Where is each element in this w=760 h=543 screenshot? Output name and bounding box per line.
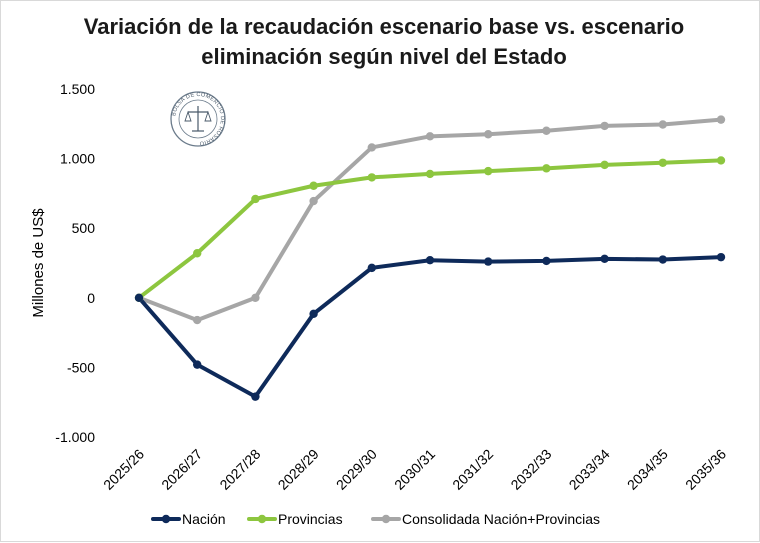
- data-point: [600, 254, 609, 264]
- data-point: [484, 257, 493, 266]
- x-tick-label: 2029/30: [333, 446, 380, 493]
- x-tick-label: 2034/35: [624, 446, 671, 493]
- x-tick-label: 2028/29: [275, 446, 322, 493]
- chart-title-line-1: Variación de la recaudación escenario ba…: [84, 14, 684, 39]
- data-point: [193, 315, 202, 325]
- legend-swatch-marker: [257, 514, 267, 524]
- series-points: [134, 115, 726, 401]
- data-point: [193, 360, 202, 369]
- legend: Nación Provincias Consolidada Nación+Provi…: [151, 511, 600, 527]
- data-point: [251, 194, 260, 204]
- y-axis-label: Millones de US$: [30, 208, 47, 318]
- data-point: [658, 158, 667, 167]
- data-point: [425, 256, 435, 265]
- series-line-2: [137, 117, 723, 323]
- y-tick-label: 0: [87, 290, 95, 306]
- y-tick-label: -500: [67, 359, 95, 375]
- data-point: [716, 156, 726, 165]
- data-point: [425, 169, 435, 179]
- data-point: [542, 164, 551, 173]
- legend-label: Provincias: [278, 511, 343, 527]
- x-tick-label: 2030/31: [391, 446, 438, 493]
- y-tick-label: 1.500: [60, 81, 95, 97]
- data-point: [251, 293, 260, 302]
- data-point: [658, 255, 667, 264]
- x-tick-label: 2025/26: [100, 446, 147, 493]
- y-tick-label: 500: [72, 220, 96, 236]
- data-point: [367, 263, 376, 273]
- data-point: [309, 181, 318, 190]
- seal-logo-icon: BOLSA DE COMERCIO DE ROSARIO: [170, 91, 226, 147]
- x-tick-label: 2031/32: [449, 446, 496, 493]
- y-tick-label: 1.000: [60, 151, 95, 167]
- y-tick-label: -1.000: [55, 429, 95, 445]
- x-tick-label: 2027/28: [216, 446, 263, 493]
- data-point: [134, 293, 144, 302]
- data-point: [425, 132, 435, 141]
- series-line-0: [137, 255, 723, 399]
- data-point: [542, 256, 551, 266]
- x-tick-label: 2035/36: [682, 446, 729, 493]
- data-point: [542, 126, 551, 135]
- chart-title-line-2: eliminación según nivel del Estado: [201, 44, 567, 69]
- x-tick-label: 2026/27: [158, 446, 205, 493]
- data-point: [484, 130, 493, 139]
- data-point: [367, 143, 376, 152]
- legend-label: Consolidada Nación+Provincias: [402, 511, 600, 527]
- data-point: [600, 160, 609, 170]
- x-tick-label: 2033/34: [566, 446, 613, 493]
- data-point: [658, 120, 667, 129]
- data-point: [309, 196, 318, 206]
- data-point: [251, 392, 260, 401]
- data-point: [193, 249, 202, 258]
- series-line-1: [137, 158, 723, 300]
- data-point: [716, 115, 726, 124]
- legend-swatch-marker: [381, 514, 391, 524]
- y-axis-ticks: -1.000 -500 0 500 1.000 1.500: [55, 81, 95, 445]
- data-point: [484, 166, 493, 176]
- data-point: [367, 173, 376, 182]
- data-point: [309, 309, 318, 319]
- legend-swatch-marker: [161, 514, 171, 524]
- data-point: [716, 252, 726, 262]
- data-point: [600, 121, 609, 131]
- legend-label: Nación: [182, 511, 226, 527]
- x-axis-ticks: 2025/26 2026/27 2027/28 2028/29 2029/30 2030/…: [100, 446, 729, 493]
- x-tick-label: 2032/33: [507, 446, 554, 493]
